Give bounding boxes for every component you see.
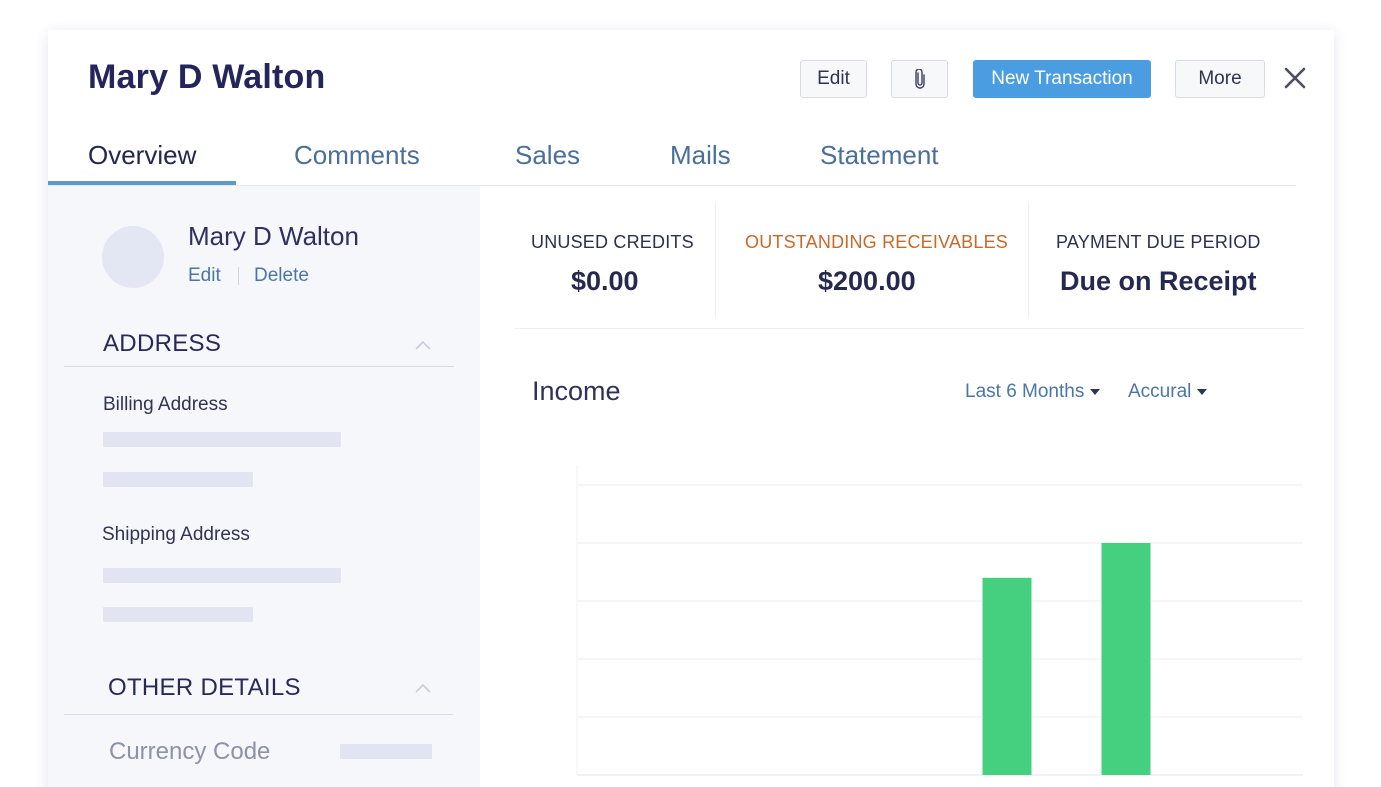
tab-comments[interactable]: Comments <box>294 140 420 170</box>
close-icon[interactable] <box>1281 64 1309 92</box>
new-transaction-button[interactable]: New Transaction <box>973 60 1151 98</box>
outstanding-receivables-label: OUTSTANDING RECEIVABLES <box>745 232 1008 252</box>
shipping-address-label: Shipping Address <box>102 524 250 545</box>
billing-address-label: Billing Address <box>103 394 228 415</box>
caret-down-icon <box>1197 388 1208 395</box>
profile-delete-link[interactable]: Delete <box>254 265 309 286</box>
chevron-up-icon[interactable] <box>414 683 432 693</box>
income-bar[interactable] <box>982 577 1032 775</box>
stat-divider <box>1028 202 1029 318</box>
other-details-heading: OTHER DETAILS <box>108 674 301 701</box>
tab-overview[interactable]: Overview <box>88 140 197 170</box>
unused-credits-value: $0.00 <box>571 266 639 296</box>
currency-code-label: Currency Code <box>109 738 271 765</box>
caret-down-icon <box>1090 388 1101 395</box>
tab-mails[interactable]: Mails <box>670 140 731 170</box>
unused-credits-label: UNUSED CREDITS <box>531 232 694 252</box>
sidebar-details: Mary D Walton Edit Delete ADDRESS Billin… <box>48 186 480 787</box>
link-separator <box>238 267 239 285</box>
tab-bar: Overview Comments Sales Mails Statement <box>48 140 1296 186</box>
period-dropdown[interactable]: Last 6 Months <box>965 381 1101 403</box>
tab-sales[interactable]: Sales <box>515 140 581 170</box>
income-chart <box>576 465 1303 776</box>
profile-edit-link[interactable]: Edit <box>188 265 221 286</box>
profile-name: Mary D Walton <box>188 221 359 251</box>
payment-due-period-label: PAYMENT DUE PERIOD <box>1056 232 1261 252</box>
avatar <box>102 226 164 288</box>
active-tab-indicator <box>48 181 236 185</box>
customer-detail-panel: Mary D Walton Edit New Transaction More … <box>48 30 1334 787</box>
section-divider <box>64 714 453 715</box>
stat-divider <box>715 202 716 318</box>
currency-code-placeholder <box>340 744 432 759</box>
period-dropdown-label: Last 6 Months <box>965 381 1085 402</box>
attach-button[interactable] <box>891 60 948 98</box>
stats-divider <box>514 328 1304 329</box>
edit-button[interactable]: Edit <box>800 60 867 98</box>
section-divider <box>64 366 454 367</box>
page-title: Mary D Walton <box>88 58 326 96</box>
income-bar[interactable] <box>1101 543 1151 775</box>
paperclip-icon <box>914 69 925 89</box>
billing-address-line-placeholder <box>103 472 253 487</box>
payment-due-period-value: Due on Receipt <box>1060 266 1257 296</box>
billing-address-line-placeholder <box>103 432 341 447</box>
shipping-address-line-placeholder <box>103 607 253 622</box>
chevron-up-icon[interactable] <box>414 340 432 350</box>
more-button[interactable]: More <box>1175 60 1265 98</box>
outstanding-receivables-value: $200.00 <box>818 266 916 296</box>
basis-dropdown-label: Accural <box>1128 381 1192 402</box>
shipping-address-line-placeholder <box>103 568 341 583</box>
income-title: Income <box>532 376 621 406</box>
address-heading: ADDRESS <box>103 330 222 357</box>
tab-statement[interactable]: Statement <box>820 140 939 170</box>
basis-dropdown[interactable]: Accural <box>1128 381 1208 403</box>
